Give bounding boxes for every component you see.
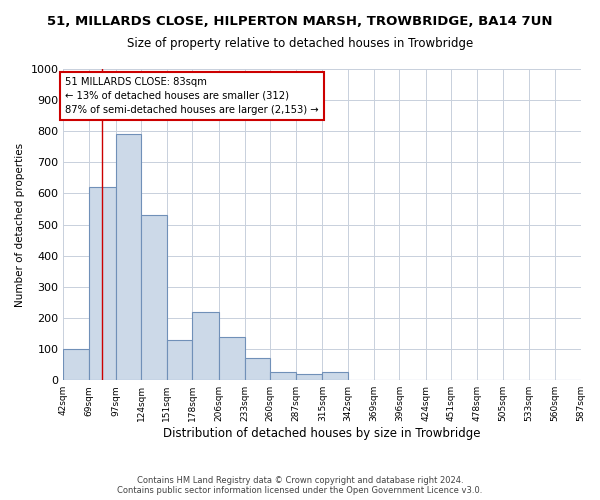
Bar [116,134,141,380]
Bar [219,336,245,380]
Bar [167,340,193,380]
Bar [322,372,348,380]
Text: Contains HM Land Registry data © Crown copyright and database right 2024.
Contai: Contains HM Land Registry data © Crown c… [118,476,482,495]
Bar [141,216,167,380]
Bar [64,349,89,380]
Text: 51 MILLARDS CLOSE: 83sqm
← 13% of detached houses are smaller (312)
87% of semi-: 51 MILLARDS CLOSE: 83sqm ← 13% of detach… [65,77,319,115]
Bar [270,372,296,380]
Text: 51, MILLARDS CLOSE, HILPERTON MARSH, TROWBRIDGE, BA14 7UN: 51, MILLARDS CLOSE, HILPERTON MARSH, TRO… [47,15,553,28]
Text: Size of property relative to detached houses in Trowbridge: Size of property relative to detached ho… [127,38,473,51]
Bar [89,188,116,380]
X-axis label: Distribution of detached houses by size in Trowbridge: Distribution of detached houses by size … [163,427,481,440]
Bar [245,358,270,380]
Y-axis label: Number of detached properties: Number of detached properties [15,142,25,306]
Bar [296,374,322,380]
Bar [193,312,219,380]
